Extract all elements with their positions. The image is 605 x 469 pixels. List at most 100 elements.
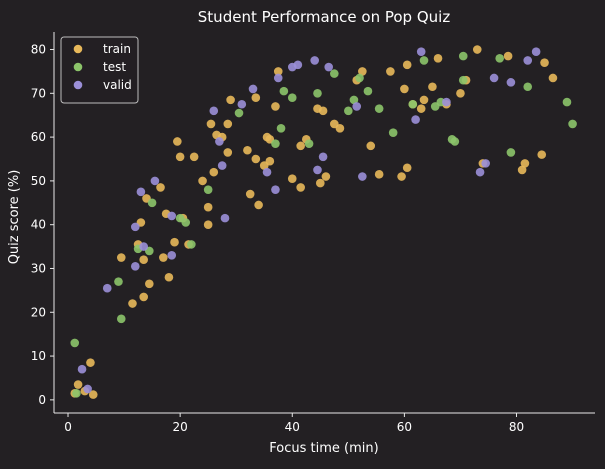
data-point-test	[374, 104, 384, 113]
data-points	[70, 45, 577, 399]
data-point-test	[363, 86, 373, 96]
data-point-train	[139, 255, 148, 265]
axes: 0 20 40 60 80 0 10 20 30 40 50 60 70 80	[31, 32, 595, 434]
data-point-valid	[293, 60, 303, 70]
y-tick-label: 80	[31, 43, 46, 57]
data-point-train	[189, 152, 199, 162]
legend-label-test: test	[103, 60, 126, 74]
legend: train test valid	[60, 36, 139, 104]
legend-marker-train	[73, 44, 83, 54]
chart-title: Student Performance on Pop Quiz	[198, 8, 451, 26]
data-point-train	[456, 89, 465, 98]
data-point-test	[271, 139, 280, 148]
data-point-valid	[506, 78, 516, 87]
data-point-valid	[167, 211, 177, 221]
data-point-train	[472, 45, 482, 54]
y-tick-label: 50	[31, 174, 46, 188]
legend-label-valid: valid	[103, 78, 132, 92]
data-point-train	[175, 152, 185, 162]
data-point-valid	[442, 97, 451, 107]
data-point-train	[540, 58, 549, 67]
data-point-valid	[209, 106, 219, 116]
data-point-train	[374, 170, 384, 179]
data-point-test	[458, 75, 468, 85]
data-point-train	[287, 174, 297, 184]
data-point-train	[400, 84, 409, 94]
data-point-test	[568, 119, 577, 129]
data-point-valid	[411, 115, 420, 124]
y-tick-label: 40	[31, 218, 46, 232]
x-tick-label: 20	[172, 420, 187, 434]
data-point-train	[128, 299, 137, 308]
x-tick-label: 80	[509, 420, 524, 434]
data-point-train	[164, 272, 174, 282]
legend-label-train: train	[103, 42, 131, 56]
data-point-test	[70, 338, 80, 348]
data-point-test	[408, 99, 418, 109]
y-tick-label: 20	[31, 305, 46, 319]
data-point-train	[366, 141, 376, 151]
data-point-valid	[313, 165, 322, 175]
data-point-valid	[271, 185, 280, 194]
data-point-train	[402, 163, 412, 173]
data-point-valid	[83, 384, 92, 394]
data-point-valid	[77, 364, 87, 374]
data-point-train	[226, 95, 235, 105]
series-train	[70, 45, 558, 399]
data-point-train	[433, 53, 443, 63]
data-point-train	[243, 145, 252, 155]
data-point-test	[419, 56, 429, 65]
data-point-valid	[318, 152, 328, 162]
data-point-test	[506, 148, 516, 157]
data-point-valid	[358, 172, 367, 181]
data-point-test	[116, 314, 126, 324]
data-point-valid	[262, 167, 272, 177]
data-point-train	[245, 189, 255, 199]
y-tick-label: 70	[31, 86, 46, 100]
data-point-valid	[416, 47, 426, 57]
data-point-train	[203, 202, 213, 212]
data-point-train	[265, 156, 275, 166]
data-point-test	[330, 69, 339, 78]
data-point-train	[198, 176, 207, 186]
data-point-valid	[523, 56, 533, 65]
data-point-train	[209, 167, 219, 177]
data-point-valid	[324, 62, 334, 72]
data-point-test	[313, 89, 322, 98]
data-point-valid	[248, 84, 258, 94]
data-point-test	[458, 51, 468, 61]
data-point-test	[114, 277, 123, 286]
data-point-train	[203, 220, 213, 229]
data-point-test	[523, 82, 533, 92]
data-point-train	[548, 73, 558, 83]
data-point-valid	[310, 56, 319, 65]
data-point-test	[234, 108, 244, 118]
data-point-train	[416, 104, 426, 113]
data-point-test	[187, 240, 196, 249]
data-point-valid	[273, 73, 283, 83]
data-point-train	[116, 253, 126, 262]
data-point-train	[251, 93, 261, 102]
data-point-test	[344, 106, 353, 116]
data-point-test	[276, 124, 286, 133]
x-axis-label: Focus time (min)	[269, 441, 378, 456]
series-valid	[77, 47, 541, 394]
data-point-train	[139, 292, 148, 302]
data-point-train	[419, 95, 429, 105]
data-point-test	[279, 86, 289, 96]
data-point-test	[72, 388, 81, 398]
data-point-train	[315, 178, 325, 188]
data-point-valid	[220, 213, 230, 223]
legend-marker-valid	[73, 80, 83, 90]
data-point-train	[223, 148, 233, 157]
data-point-valid	[215, 137, 224, 146]
data-point-train	[296, 183, 305, 192]
data-point-valid	[102, 283, 112, 293]
data-point-test	[304, 139, 314, 148]
data-point-train	[321, 172, 331, 181]
data-point-valid	[352, 102, 362, 111]
data-point-test	[349, 95, 359, 105]
data-point-valid	[136, 187, 146, 197]
data-point-train	[503, 51, 513, 61]
